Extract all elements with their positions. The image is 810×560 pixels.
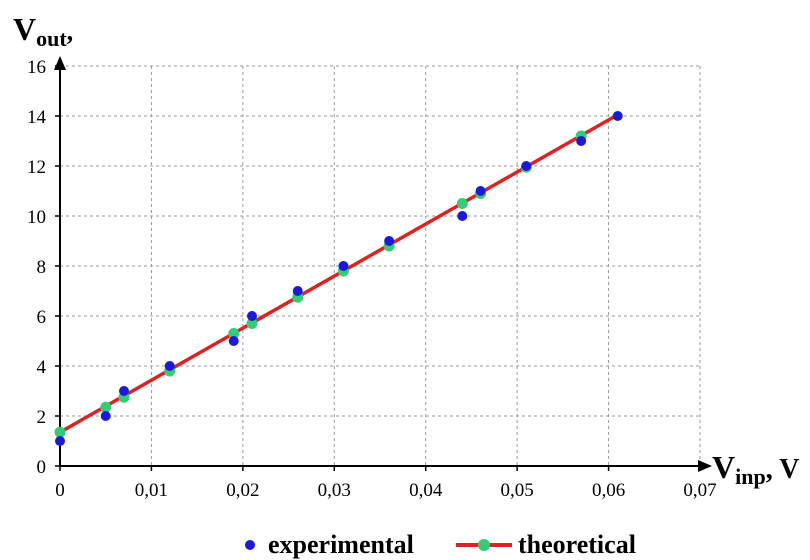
theoretical-point <box>228 328 240 339</box>
x-tick-label: 0 <box>55 480 65 501</box>
theoretical-point <box>456 198 468 209</box>
y-axis-title-main: V <box>13 11 36 47</box>
y-tick-label: 12 <box>27 157 46 178</box>
x-tick-label: 0,01 <box>135 480 168 501</box>
y-tick-label: 0 <box>37 457 47 478</box>
x-tick-label: 0,04 <box>409 480 443 501</box>
y-tick-label: 16 <box>27 57 46 78</box>
y-tick-label: 14 <box>27 107 47 128</box>
y-axis-title-sub: out <box>36 26 67 51</box>
x-tick-label: 0,07 <box>683 480 716 501</box>
y-axis-title: Vout, <box>13 11 73 51</box>
x-axis-arrow <box>698 460 712 472</box>
legend-label-experimental: experimental <box>268 530 414 559</box>
legend-marker-experimental <box>245 540 255 550</box>
experimental-point <box>247 311 257 321</box>
experimental-point <box>55 436 65 446</box>
x-axis-title-suffix: , V <box>766 454 800 485</box>
experimental-point <box>100 411 111 421</box>
x-tick-label: 0,06 <box>592 480 625 501</box>
y-axis-title-suffix: , <box>67 17 74 46</box>
x-tick-label: 0,05 <box>501 480 534 501</box>
series-experimental <box>55 111 623 446</box>
experimental-point <box>576 136 587 146</box>
y-tick-label: 10 <box>27 207 46 228</box>
grid <box>60 65 701 466</box>
experimental-point <box>338 261 349 271</box>
experimental-point <box>228 336 239 346</box>
legend: experimental theoretical <box>245 530 636 559</box>
experimental-point <box>475 186 486 196</box>
y-tick-label: 6 <box>37 307 47 328</box>
experimental-point <box>119 386 129 396</box>
experimental-point <box>164 361 175 371</box>
theoretical-point <box>54 426 66 438</box>
y-tick-label: 8 <box>37 257 47 278</box>
theoretical-point <box>246 318 258 329</box>
experimental-point <box>292 286 303 296</box>
experimental-point <box>612 111 623 121</box>
axes <box>54 56 712 472</box>
legend-marker-theoretical <box>478 539 490 551</box>
x-axis-title-main: V <box>712 449 735 485</box>
x-axis-title-sub: inp <box>735 464 766 489</box>
x-axis-title: Vinp, V <box>712 449 799 489</box>
y-axis-arrow <box>54 56 66 70</box>
x-tick-label: 0,03 <box>318 480 351 501</box>
tick-labels: 0 0,01 0,02 0,03 0,04 0,05 0,06 0,07 0 2 4 6 8 10 12 14… <box>27 57 717 501</box>
experimental-point <box>521 161 532 171</box>
series-theoretical <box>54 113 619 438</box>
x-tick-label: 0,02 <box>226 480 259 501</box>
y-tick-label: 4 <box>37 357 47 378</box>
legend-label-theoretical: theoretical <box>518 530 636 559</box>
experimental-point <box>457 211 468 221</box>
theoretical-point <box>100 401 112 413</box>
experimental-point <box>384 236 395 246</box>
y-tick-label: 2 <box>37 407 47 428</box>
